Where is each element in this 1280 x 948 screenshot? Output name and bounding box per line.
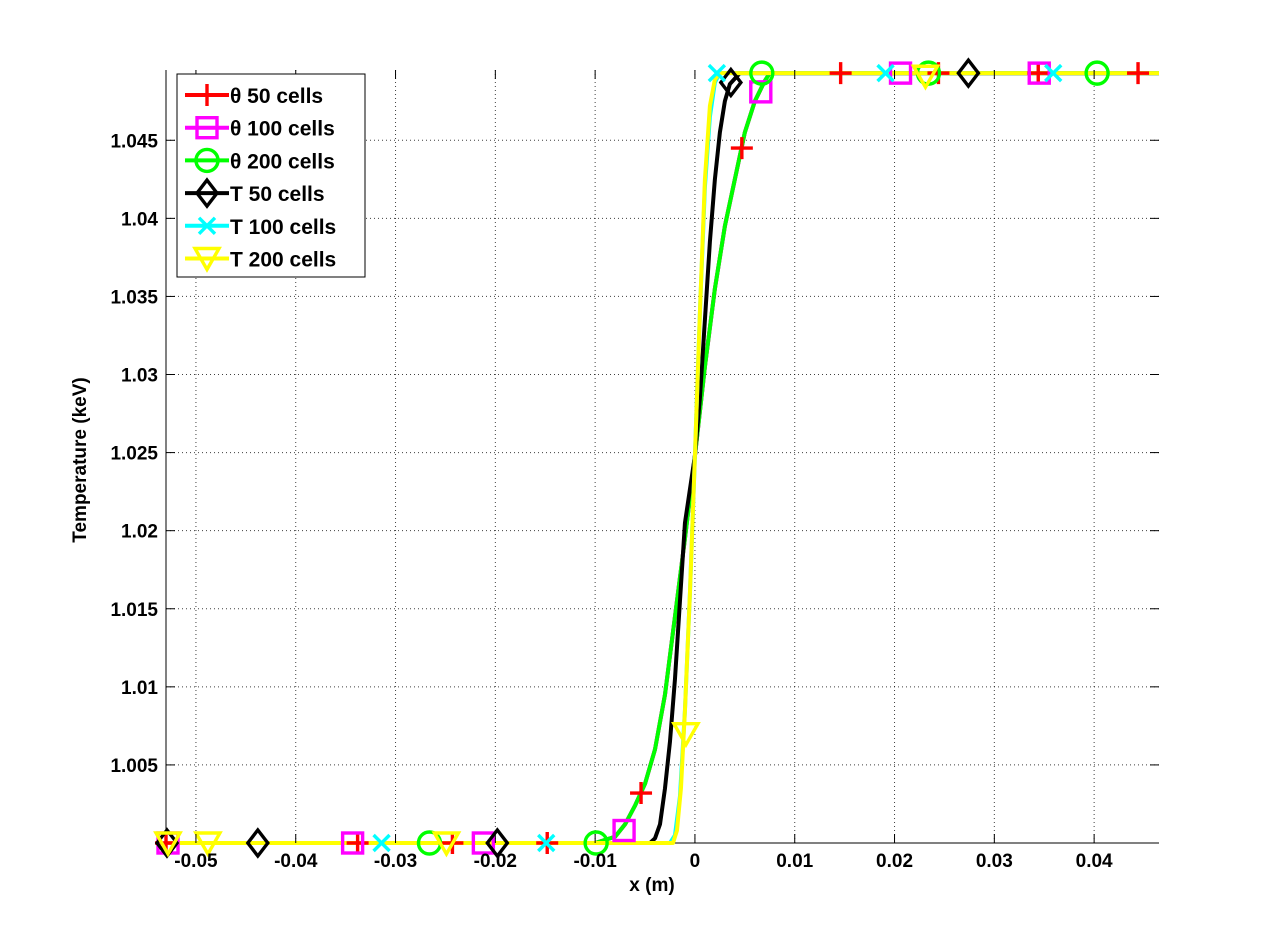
- series-markers: [153, 57, 1150, 859]
- x-tick-label: -0.02: [474, 851, 517, 872]
- legend-marker-6: [192, 246, 222, 273]
- legend-marker-2: [195, 115, 219, 140]
- legend-marker-3: [194, 147, 220, 174]
- y-tick-label: 1.04: [121, 209, 158, 230]
- legend-marker-1: [196, 84, 218, 106]
- series-4-marker: [956, 57, 981, 89]
- series-1-marker: [730, 137, 753, 160]
- y-tick-label: 1.015: [110, 600, 158, 621]
- legend-entry-label: T 50 cells: [230, 183, 325, 206]
- series-1-marker: [346, 832, 369, 854]
- tick-labels: -0.05 -0.04 -0.03 -0.02 -0.01 0 0.01 0.02 0.03 0.…: [110, 131, 1113, 872]
- series-4-marker: [245, 827, 270, 859]
- axis-ticks: [166, 70, 1159, 843]
- x-tick-label: 0.03: [976, 851, 1013, 872]
- series-2-marker: [888, 61, 913, 85]
- x-tick-label: 0.02: [876, 851, 913, 872]
- y-tick-label: 1.045: [110, 131, 158, 152]
- series-3-marker: [749, 60, 775, 86]
- series-6-marker: [192, 831, 223, 858]
- series-3-marker: [1084, 60, 1110, 86]
- legend: θ 50 cells θ 100 cells θ 200 cells T 50 cel…: [176, 73, 366, 278]
- series-1-marker: [630, 782, 653, 805]
- series-5-marker: [537, 833, 556, 853]
- legend-entry-label: T 200 cells: [230, 249, 336, 272]
- series-5-marker: [1044, 63, 1063, 83]
- series-4-marker: [485, 827, 510, 859]
- legend-entry-label: θ 100 cells: [230, 118, 335, 141]
- x-tick-label: -0.04: [274, 851, 318, 872]
- series-2-marker: [749, 80, 773, 104]
- legend-box: [176, 73, 366, 278]
- series-2-marker: [1027, 61, 1051, 85]
- x-axis-label: x (m): [629, 875, 674, 896]
- series-3-marker: [583, 830, 609, 856]
- series-2-marker: [471, 831, 496, 855]
- series-line-6: [166, 71, 1159, 845]
- x-tick-label: -0.01: [573, 851, 617, 872]
- y-tick-label: 1.035: [110, 287, 158, 308]
- x-tick-label: -0.05: [174, 851, 218, 872]
- legend-marker-5: [197, 216, 217, 236]
- series-2-marker: [340, 831, 365, 855]
- x-tick-label: -0.03: [374, 851, 417, 872]
- series-1-marker: [829, 62, 852, 85]
- x-tick-label: 0: [690, 851, 701, 872]
- y-tick-label: 1.005: [110, 756, 158, 777]
- series-5-marker: [707, 63, 727, 83]
- grid-lines: [166, 70, 1159, 843]
- legend-entry-label: T 100 cells: [230, 216, 336, 239]
- series-2-marker: [612, 818, 636, 843]
- series-5-marker: [876, 63, 895, 83]
- x-tick-label: 0.01: [776, 851, 813, 872]
- legend-marker-4: [194, 177, 220, 209]
- y-tick-label: 1.025: [110, 444, 158, 465]
- legend-entry-label: θ 200 cells: [230, 150, 335, 173]
- y-axis-label: Temperature (keV): [70, 377, 91, 542]
- series-6-marker: [153, 831, 183, 858]
- series-6-marker: [671, 721, 701, 749]
- series-5-marker: [372, 833, 391, 853]
- x-tick-label: 0.04: [1076, 851, 1113, 872]
- y-tick-label: 1.02: [121, 522, 158, 543]
- legend-entry-label: θ 50 cells: [230, 85, 323, 108]
- y-tick-label: 1.01: [121, 678, 158, 699]
- series-6-marker: [910, 64, 941, 91]
- series-6-marker: [431, 831, 462, 858]
- series-1-marker: [1127, 62, 1150, 85]
- y-tick-label: 1.03: [121, 366, 158, 387]
